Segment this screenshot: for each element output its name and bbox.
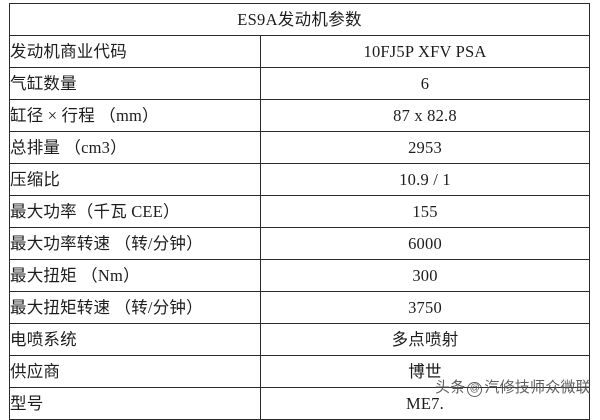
watermark-handle: 汽修技师众微联 [484,379,591,396]
row-label: 最大功率（千瓦 CEE） [9,195,261,228]
table-row: 缸径 × 行程 （mm） 87 x 82.8 [9,99,590,132]
engine-spec-table: ES9A发动机参数 发动机商业代码 10FJ5P XFV PSA 气缸数量 6 … [9,3,590,420]
row-label: 最大扭矩转速 （转/分钟） [9,291,261,324]
table-row: 总排量 （cm3） 2953 [9,131,590,164]
row-label: 总排量 （cm3） [9,131,261,164]
table-body: ES9A发动机参数 发动机商业代码 10FJ5P XFV PSA 气缸数量 6 … [9,3,590,420]
row-label: 压缩比 [9,163,261,196]
row-value: 10FJ5P XFV PSA [260,35,590,68]
table-row: 气缸数量 6 [9,67,590,100]
row-value: 6 [260,67,590,100]
table-row: 最大扭矩转速 （转/分钟） 3750 [9,291,590,324]
row-label: 供应商 [9,355,261,388]
row-value: 多点喷射 [260,323,590,356]
row-value: 87 x 82.8 [260,99,590,132]
table-row: 供应商 博世 [9,355,590,388]
row-value: 2953 [260,131,590,164]
row-label: 电喷系统 [9,323,261,356]
page-title: ES9A发动机参数 [9,3,590,36]
table-title-row: ES9A发动机参数 [9,3,590,36]
table-row: 发动机商业代码 10FJ5P XFV PSA [9,35,590,68]
watermark-prefix: 头条 [435,379,466,396]
row-label: 最大功率转速 （转/分钟） [9,227,261,260]
row-label: 最大扭矩 （Nm） [9,259,261,292]
row-label: 缸径 × 行程 （mm） [9,99,261,132]
row-label: 发动机商业代码 [9,35,261,68]
row-value: 155 [260,195,590,228]
table-row: 最大功率（千瓦 CEE） 155 [9,195,590,228]
table-row: 压缩比 10.9 / 1 [9,163,590,196]
table-row: 最大扭矩 （Nm） 300 [9,259,590,292]
row-label: 气缸数量 [9,67,261,100]
row-value: 博世 [260,355,590,388]
document-page: ES9A发动机参数 发动机商业代码 10FJ5P XFV PSA 气缸数量 6 … [9,3,591,420]
row-value: 10.9 / 1 [260,163,590,196]
row-label: 型号 [9,387,261,420]
watermark: 头条 @ 汽修技师众微联 [435,378,591,398]
row-value: 3750 [260,291,590,324]
row-value: 6000 [260,227,590,260]
row-value: 300 [260,259,590,292]
table-row: 电喷系统 多点喷射 [9,323,590,356]
table-row: 最大功率转速 （转/分钟） 6000 [9,227,590,260]
at-icon: @ [467,382,483,397]
